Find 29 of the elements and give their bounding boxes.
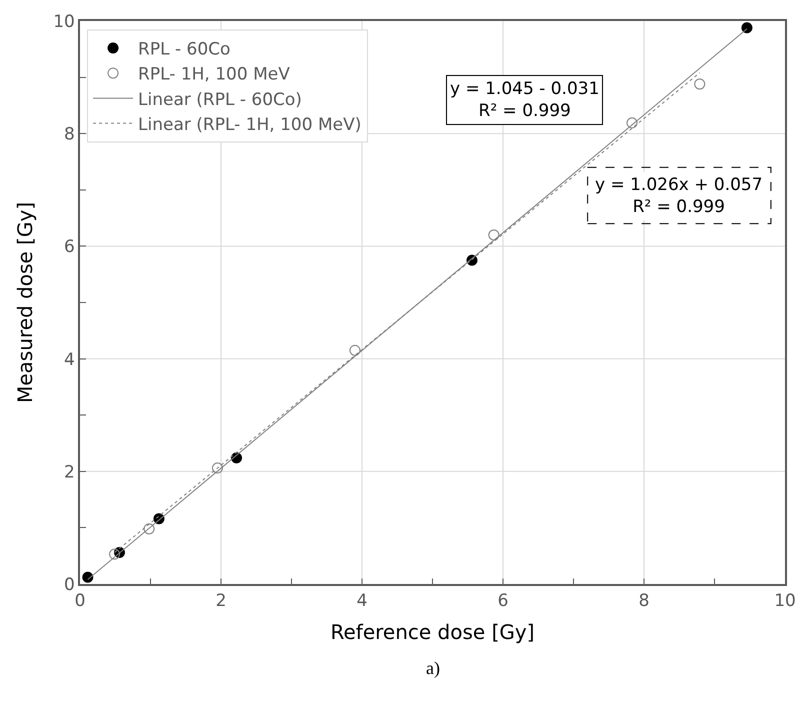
legend-label: RPL - 60Co [138,40,230,60]
point [144,523,155,534]
annotation: y = 1.026x + 0.057 R² = 0.999 [595,175,763,218]
y-axis-title: Measured dose [Gy] [13,202,38,404]
x-tick-label: 2 [216,591,226,612]
point [488,229,500,240]
y-tick-label: 10 [53,12,75,32]
legend-label: Linear (RPL - 60Co) [138,90,302,110]
y-tick-label: 4 [64,350,75,370]
point [626,117,638,128]
y-tick-label: 8 [64,124,75,145]
legend-label: Linear (RPL- 1H, 100 MeV) [138,114,362,135]
x-tick-label: 6 [498,591,508,612]
y-tick-label: 2 [64,462,75,482]
y-tick-label: 0 [64,574,75,595]
annotation: y = 1.045 - 0.031 R² = 0.999 [450,79,600,122]
point [212,462,223,474]
y-tick-label: 6 [64,237,75,258]
x-tick-label: 10 [774,591,796,612]
point [694,78,706,90]
x-axis-title: Reference dose [Gy] [330,620,535,644]
legend-label: RPL- 1H, 100 MeV [138,64,290,85]
x-tick-label: 8 [638,591,650,612]
point [349,344,360,356]
x-tick-label: 4 [356,591,368,612]
text: a) [426,658,440,678]
point [82,572,94,583]
point [109,548,120,560]
point [741,22,752,34]
